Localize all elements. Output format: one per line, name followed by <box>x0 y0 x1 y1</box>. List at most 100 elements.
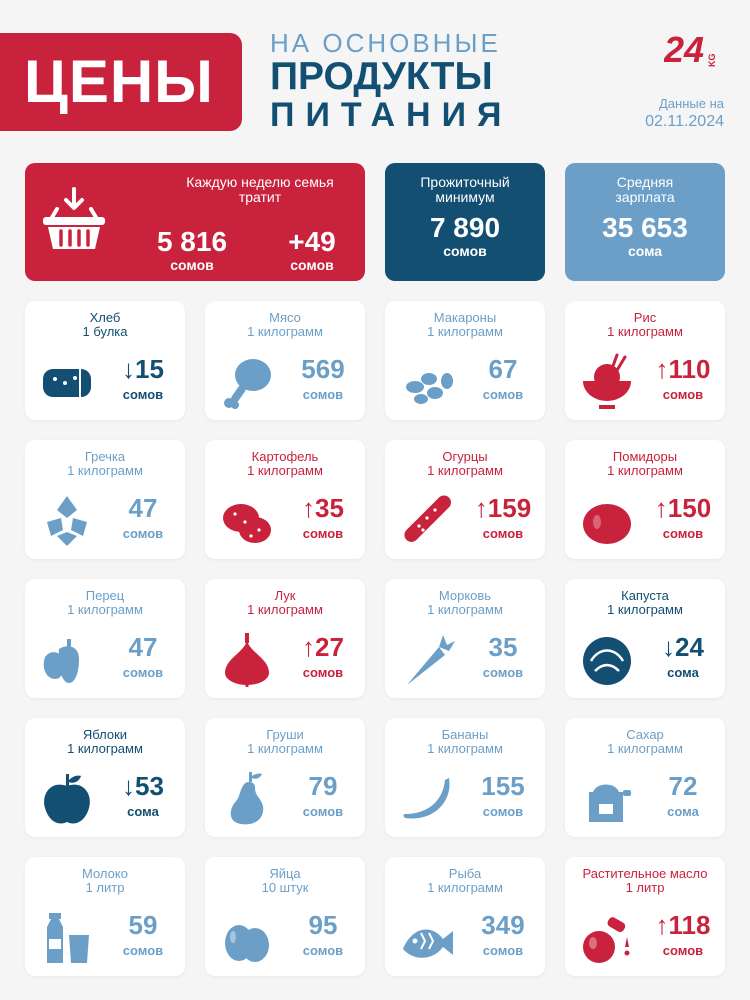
buckwheat-icon <box>47 496 87 546</box>
product-unit: 1 булка <box>82 324 128 339</box>
product-card: Мясо 1 килограмм 569 сомов <box>205 301 365 420</box>
product-card: Сахар 1 килограмм 72 сома <box>565 718 725 837</box>
product-unit: 1 килограмм <box>67 741 143 756</box>
weekly-spend-box: Каждую неделю семья тратит 5 816 сомов +… <box>25 163 365 281</box>
product-name: Гречка <box>84 449 126 464</box>
product-unit: 1 килограмм <box>607 602 683 617</box>
product-price: 67 <box>488 354 518 384</box>
minimum-value: 7 890 <box>429 212 501 243</box>
product-card: Капуста 1 килограмм ↓24 сома <box>565 579 725 698</box>
header-subtitle: НА ОСНОВНЫЕ <box>270 28 501 58</box>
product-card: Рис 1 килограмм ↑110 сомов <box>565 301 725 420</box>
product-currency: сома <box>127 804 159 819</box>
eggs-icon <box>225 925 269 962</box>
product-unit: 1 килограмм <box>607 463 683 478</box>
product-unit: 1 килограмм <box>247 324 323 339</box>
product-price: 79 <box>308 771 338 801</box>
product-unit: 1 литр <box>625 880 665 895</box>
product-name: Груши <box>266 727 304 742</box>
product-name: Яйца <box>269 866 301 881</box>
product-card: Яблоки 1 килограмм ↓53 сома <box>25 718 185 837</box>
weekly-label: Каждую неделю семья тратит <box>186 174 334 205</box>
cucumber-icon <box>404 495 451 542</box>
product-currency: сомов <box>482 804 524 819</box>
product-currency: сомов <box>482 943 524 958</box>
product-card: Лук 1 килограмм ↑27 сомов <box>205 579 365 698</box>
product-price: ↑118 <box>655 910 711 940</box>
product-currency: сомов <box>482 665 524 680</box>
product-card: Картофель 1 килограмм ↑35 сомов <box>205 440 365 559</box>
product-card: Молоко 1 литр 59 сомов <box>25 857 185 976</box>
product-name: Лук <box>274 588 296 603</box>
product-price: 95 <box>308 910 338 940</box>
product-currency: сомов <box>302 665 344 680</box>
product-card: Макароны 1 килограмм 67 сомов <box>385 301 545 420</box>
product-price: 47 <box>128 493 158 523</box>
product-price: ↑150 <box>654 493 712 523</box>
product-currency: сомов <box>302 526 344 541</box>
product-currency: сомов <box>302 804 344 819</box>
product-name: Растительное масло <box>582 866 708 881</box>
product-unit: 1 килограмм <box>427 324 503 339</box>
product-name: Бананы <box>441 727 489 742</box>
product-currency: сомов <box>662 387 704 402</box>
potato-icon <box>223 504 271 543</box>
onion-icon <box>225 633 269 687</box>
basket-icon <box>43 187 105 249</box>
product-price: ↑159 <box>474 493 532 523</box>
product-currency: сомов <box>482 387 524 402</box>
product-card: Груши 1 килограмм 79 сомов <box>205 718 365 837</box>
product-price: 72 <box>668 771 698 801</box>
salary-unit: сома <box>627 243 663 259</box>
banana-icon <box>403 778 450 819</box>
product-price: ↓24 <box>662 632 704 662</box>
weekly-change: +49 <box>288 226 336 257</box>
product-name: Капуста <box>621 588 669 603</box>
minimum-unit: сомов <box>443 243 487 259</box>
sugar-icon <box>589 784 631 822</box>
product-currency: сома <box>667 804 699 819</box>
product-unit: 1 килограмм <box>427 463 503 478</box>
product-unit: 1 килограмм <box>247 741 323 756</box>
product-unit: 1 килограмм <box>67 463 143 478</box>
product-name: Молоко <box>82 866 128 881</box>
weekly-change-unit: сомов <box>290 257 334 273</box>
date-label: Данные на <box>659 96 724 111</box>
product-price: 47 <box>128 632 158 662</box>
fish-icon <box>403 929 453 958</box>
product-currency: сомов <box>302 387 344 402</box>
product-name: Сахар <box>626 727 664 742</box>
product-name: Макароны <box>433 310 497 325</box>
product-currency: сомов <box>122 526 164 541</box>
minimum-box: Прожиточный минимум 7 890 сомов <box>385 163 545 281</box>
product-name: Рис <box>633 310 657 325</box>
product-name: Рыба <box>448 866 482 881</box>
salary-box: Средняя зарплата 35 653 сома <box>565 163 725 281</box>
logo-text: 24 <box>664 30 704 68</box>
product-card: Хлеб 1 булка ↓15 сомов <box>25 301 185 420</box>
oil-icon <box>583 917 630 963</box>
apple-icon <box>44 774 90 824</box>
product-currency: сомов <box>122 943 164 958</box>
product-currency: сомов <box>122 387 164 402</box>
meat-icon <box>224 359 271 409</box>
product-name: Яблоки <box>82 727 128 742</box>
product-name: Хлеб <box>89 310 121 325</box>
product-name: Перец <box>85 588 125 603</box>
product-price: 59 <box>128 910 158 940</box>
product-unit: 1 литр <box>85 880 125 895</box>
product-price: ↓53 <box>122 771 164 801</box>
salary-value: 35 653 <box>602 212 688 243</box>
date-value: 02.11.2024 <box>645 113 724 130</box>
product-price: ↑27 <box>302 632 344 662</box>
product-name: Огурцы <box>442 449 488 464</box>
logo-24kg-icon: 24 KG <box>664 30 717 68</box>
product-currency: сомов <box>662 943 704 958</box>
minimum-label: Прожиточный минимум <box>420 174 510 205</box>
product-unit: 1 килограмм <box>427 741 503 756</box>
product-unit: 1 килограмм <box>427 602 503 617</box>
product-currency: сомов <box>302 943 344 958</box>
cabbage-icon <box>583 637 631 685</box>
milk-icon <box>47 913 89 963</box>
product-card: Помидоры 1 килограмм ↑150 сомов <box>565 440 725 559</box>
